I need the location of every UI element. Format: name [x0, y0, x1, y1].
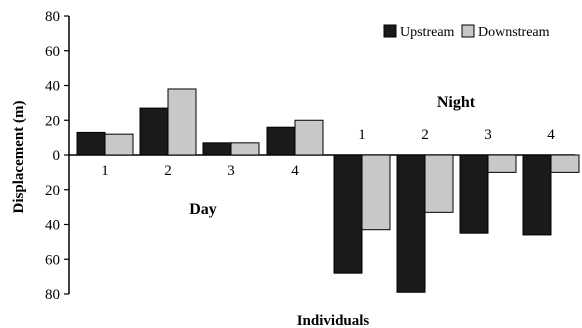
y-tick-label: 20	[45, 183, 60, 199]
bar-upstream-7	[459, 154, 489, 234]
category-label: 2	[164, 163, 172, 179]
y-tick-label: 80	[45, 9, 60, 25]
category-label: 1	[101, 163, 109, 179]
category-label: 4	[291, 163, 299, 179]
legend-label-downstream: Downstream	[478, 25, 550, 40]
bar-upstream-2	[139, 107, 169, 156]
group-label-night: Night	[437, 94, 476, 111]
bar-downstream-6	[424, 154, 454, 213]
legend-swatch-downstream	[461, 24, 475, 38]
y-axis-title: Displacement (m)	[11, 101, 27, 214]
bar-downstream-5	[361, 154, 391, 231]
category-labels: 1 2 3 4 1 2 3 4 Day Night	[101, 94, 555, 218]
bar-upstream-6	[396, 154, 426, 293]
category-label: 3	[227, 163, 235, 179]
y-tick-label: 40	[45, 218, 60, 234]
category-label: 2	[421, 127, 429, 143]
bar-downstream-2	[167, 88, 197, 156]
category-label: 3	[484, 127, 492, 143]
bar-downstream-7	[487, 154, 517, 173]
category-label: 1	[358, 127, 366, 143]
group-label-day: Day	[189, 201, 217, 218]
y-tick-label: 0	[53, 148, 61, 164]
y-tick-label: 60	[45, 252, 60, 268]
y-axis: 80 60 40 20 0 20 40 60 80	[45, 9, 70, 303]
bar-downstream-4	[294, 119, 324, 156]
bar-downstream-8	[550, 154, 580, 173]
bar-upstream-3	[202, 142, 232, 156]
bar-upstream-1	[76, 131, 106, 156]
y-tick-label: 40	[45, 79, 60, 95]
category-label: 4	[547, 127, 555, 143]
bar-downstream-3	[230, 142, 260, 156]
legend-swatch-upstream	[383, 24, 397, 38]
bar-downstream-1	[104, 133, 134, 156]
bar-upstream-5	[333, 154, 363, 274]
bar-upstream-4	[266, 126, 296, 156]
bar-upstream-8	[522, 154, 552, 236]
y-tick-label: 20	[45, 113, 60, 129]
legend: Upstream Downstream	[383, 24, 550, 40]
bars	[76, 88, 580, 293]
x-axis-title: Individuals	[297, 313, 370, 328]
y-tick-label: 60	[45, 44, 60, 60]
legend-label-upstream: Upstream	[400, 25, 455, 40]
y-tick-label: 80	[45, 287, 60, 303]
